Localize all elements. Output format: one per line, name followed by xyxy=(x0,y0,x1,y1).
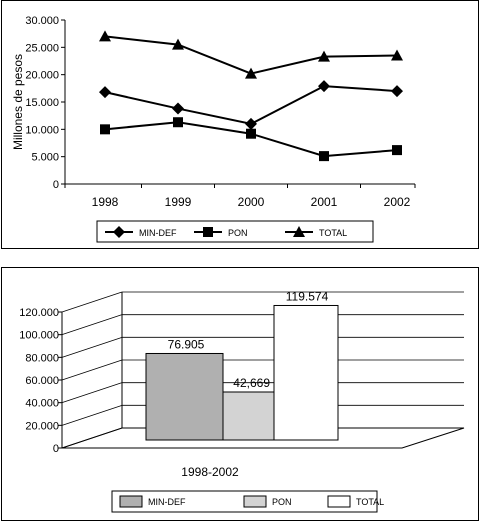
x-tick-label: 1999 xyxy=(165,195,192,209)
y-tick-label: 15.000 xyxy=(25,97,59,109)
data-point-total xyxy=(318,50,330,62)
bar-chart: 0 20.000 40.000 60.000 80.000 100.000 120.000 7… xyxy=(19,289,465,513)
legend-marker xyxy=(293,226,305,237)
x-tick-label: 1998-2002 xyxy=(181,465,239,479)
bar-data-label: 42,669 xyxy=(233,376,270,390)
data-point-pon xyxy=(100,124,110,135)
x-tick-label: 2000 xyxy=(238,195,265,209)
legend-label: MIN-DEF xyxy=(139,228,177,238)
bar-chart-panel: 0 20.000 40.000 60.000 80.000 100.000 120.000 7… xyxy=(1,267,479,521)
bar-total xyxy=(273,304,339,441)
line-chart-panel: 0 5.000 10.000 15.000 20.000 25.000 30.000 1998… xyxy=(1,0,479,249)
grid-line-side xyxy=(61,404,123,426)
bar-min-def xyxy=(145,352,224,441)
bar-data-label: 119.574 xyxy=(286,289,329,303)
legend: MIN-DEF PON TOTAL xyxy=(111,490,384,513)
y-tick-label: 20.000 xyxy=(25,420,59,432)
y-tick-label: 120.000 xyxy=(19,307,59,319)
grid-line-side xyxy=(61,336,123,358)
x-tick-label: 2001 xyxy=(311,195,338,209)
grid-line-side xyxy=(61,291,123,313)
grid-line-side xyxy=(61,359,123,381)
y-axis-label: Millones de pesos xyxy=(11,54,25,150)
y-tick-label: 100.000 xyxy=(19,330,59,342)
legend-label: TOTAL xyxy=(356,497,384,507)
bar-pon xyxy=(222,391,275,441)
data-point-min-def xyxy=(245,117,257,130)
data-point-min-def xyxy=(391,85,403,98)
y-tick-label: 25.000 xyxy=(25,42,59,54)
y-tick-label: 60.000 xyxy=(25,375,59,387)
data-point-total xyxy=(172,38,184,50)
legend-swatch xyxy=(243,495,267,508)
data-point-pon xyxy=(392,145,402,156)
legend-swatch xyxy=(119,495,143,508)
legend-swatch xyxy=(327,495,351,508)
legend-label: PON xyxy=(228,228,248,238)
data-point-min-def xyxy=(99,86,111,99)
legend-label: MIN-DEF xyxy=(148,497,186,507)
x-tick-label: 1998 xyxy=(92,195,119,209)
legend-label: TOTAL xyxy=(319,228,347,238)
bar-data-label: 76.905 xyxy=(168,337,205,351)
grid-line-side xyxy=(61,427,123,449)
y-tick-label: 10.000 xyxy=(25,124,59,136)
data-point-min-def xyxy=(318,80,330,93)
y-tick-label: 20.000 xyxy=(25,70,59,82)
legend-marker xyxy=(113,226,125,238)
y-tick-label: 5.000 xyxy=(31,152,59,164)
data-point-total xyxy=(99,30,111,42)
data-point-pon xyxy=(319,151,329,162)
y-tick-label: 30.000 xyxy=(25,15,59,27)
y-tick-label: 40.000 xyxy=(25,398,59,410)
data-point-total xyxy=(391,49,403,61)
line-chart: 0 5.000 10.000 15.000 20.000 25.000 30.000 1998… xyxy=(11,15,416,243)
y-tick-label: 0 xyxy=(53,179,59,191)
data-point-pon xyxy=(246,128,256,139)
data-point-min-def xyxy=(172,102,184,115)
data-point-total xyxy=(245,67,257,79)
grid-line-side xyxy=(61,314,123,336)
y-tick-label: 80.000 xyxy=(25,352,59,364)
x-tick-label: 2002 xyxy=(384,195,411,209)
legend-marker xyxy=(203,227,213,237)
grid-line-side xyxy=(61,382,123,404)
data-point-pon xyxy=(173,117,183,128)
legend: MIN-DEF PON TOTAL xyxy=(96,220,374,243)
legend-label: PON xyxy=(272,497,292,507)
y-tick-label: 0 xyxy=(53,443,59,455)
